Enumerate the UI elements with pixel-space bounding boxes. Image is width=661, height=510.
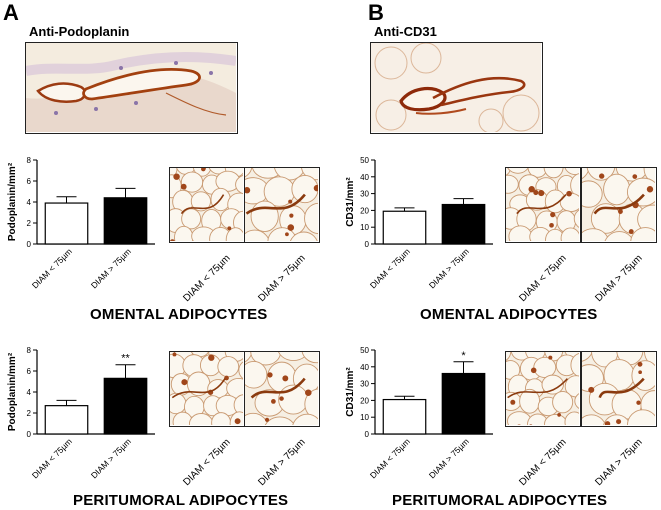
bar: [103, 377, 148, 435]
section-title: OMENTAL ADIPOCYTES: [420, 306, 598, 323]
stain-title-podoplanin: Anti-Podoplanin: [29, 24, 130, 39]
y-axis-label: CD31/mm²: [345, 367, 356, 417]
bar: [103, 197, 148, 245]
micrograph-label: DIAM < 75µm: [181, 252, 233, 305]
adipocyte-micrograph-large: [244, 351, 320, 427]
y-tick-label: 4: [27, 388, 32, 397]
adipocyte-micrograph-small: [169, 351, 245, 427]
adipocyte-micrograph-small: [505, 351, 581, 427]
y-axis-label: CD31/mm²: [345, 177, 356, 227]
significance-mark: **: [121, 353, 130, 365]
category-label: DIAM > 75µm: [427, 246, 471, 290]
micrograph-label: DIAM > 75µm: [256, 252, 308, 305]
category-label: DIAM < 75µm: [30, 436, 74, 480]
y-tick-label: 8: [27, 346, 32, 355]
section-title: PERITUMORAL ADIPOCYTES: [392, 492, 608, 509]
bar-chart-0-1: 0 2 4 6 8 Podoplanin/mm² DIAM < 75µm ** DIAM > 7…: [7, 346, 155, 480]
bar: [382, 398, 427, 435]
y-tick-label: 30: [360, 190, 369, 199]
bar: [44, 202, 89, 245]
panel-letter-a: A: [3, 0, 19, 25]
adipocyte-micrograph-large: [581, 167, 657, 243]
y-tick-label: 40: [360, 173, 369, 182]
bar-chart-1-0: 0 10 20 30 40 50 CD31/mm² DIAM < 75µm DIAM > 75µ…: [345, 156, 493, 290]
section-title: OMENTAL ADIPOCYTES: [90, 306, 268, 323]
micrograph-label: DIAM > 75µm: [256, 436, 308, 489]
y-tick-label: 4: [27, 198, 32, 207]
adipocyte-micrograph-large: [581, 351, 657, 427]
y-tick-label: 8: [27, 156, 32, 165]
adipocyte-micrograph-small: [169, 167, 245, 243]
adipocyte-micrograph-small: [505, 167, 581, 243]
y-tick-label: 0: [365, 240, 370, 249]
category-label: DIAM < 75µm: [368, 246, 412, 290]
panel-letter-b: B: [368, 0, 384, 25]
y-tick-label: 10: [360, 413, 369, 422]
y-axis-label: Podoplanin/mm²: [7, 352, 18, 431]
category-label: DIAM > 75µm: [89, 246, 133, 290]
y-tick-label: 50: [360, 156, 369, 165]
category-label: DIAM > 75µm: [427, 436, 471, 480]
bar: [382, 210, 427, 245]
bar: [441, 203, 486, 245]
category-label: DIAM < 75µm: [368, 436, 412, 480]
bar-chart-1-1: 0 10 20 30 40 50 CD31/mm² DIAM < 75µm * DIAM > 75…: [345, 346, 493, 480]
y-tick-label: 30: [360, 380, 369, 389]
y-tick-label: 6: [27, 177, 32, 186]
y-tick-label: 2: [27, 409, 32, 418]
micrograph-label: DIAM < 75µm: [517, 252, 569, 305]
y-tick-label: 20: [360, 206, 369, 215]
y-tick-label: 10: [360, 223, 369, 232]
significance-mark: *: [461, 350, 466, 362]
stain-title-cd31: Anti-CD31: [374, 24, 437, 39]
y-tick-label: 2: [27, 219, 32, 228]
y-tick-label: 0: [27, 240, 32, 249]
y-tick-label: 6: [27, 367, 32, 376]
micrograph-label: DIAM < 75µm: [181, 436, 233, 489]
y-tick-label: 0: [365, 430, 370, 439]
y-axis-label: Podoplanin/mm²: [7, 162, 18, 241]
micrograph-label: DIAM > 75µm: [593, 436, 645, 489]
y-tick-label: 40: [360, 363, 369, 372]
micrograph-label: DIAM > 75µm: [593, 252, 645, 305]
section-title: PERITUMORAL ADIPOCYTES: [73, 492, 289, 509]
y-tick-label: 0: [27, 430, 32, 439]
y-tick-label: 50: [360, 346, 369, 355]
cd31-vessel-micrograph: [370, 42, 543, 134]
category-label: DIAM < 75µm: [30, 246, 74, 290]
category-label: DIAM > 75µm: [89, 436, 133, 480]
adipocyte-micrograph-large: [244, 167, 320, 243]
podoplanin-vessel-micrograph: [25, 42, 238, 134]
bar: [441, 372, 486, 435]
bar-chart-0-0: 0 2 4 6 8 Podoplanin/mm² DIAM < 75µm DIAM > 75µ…: [7, 156, 155, 290]
y-tick-label: 20: [360, 396, 369, 405]
bar: [44, 405, 89, 435]
micrograph-label: DIAM < 75µm: [517, 436, 569, 489]
